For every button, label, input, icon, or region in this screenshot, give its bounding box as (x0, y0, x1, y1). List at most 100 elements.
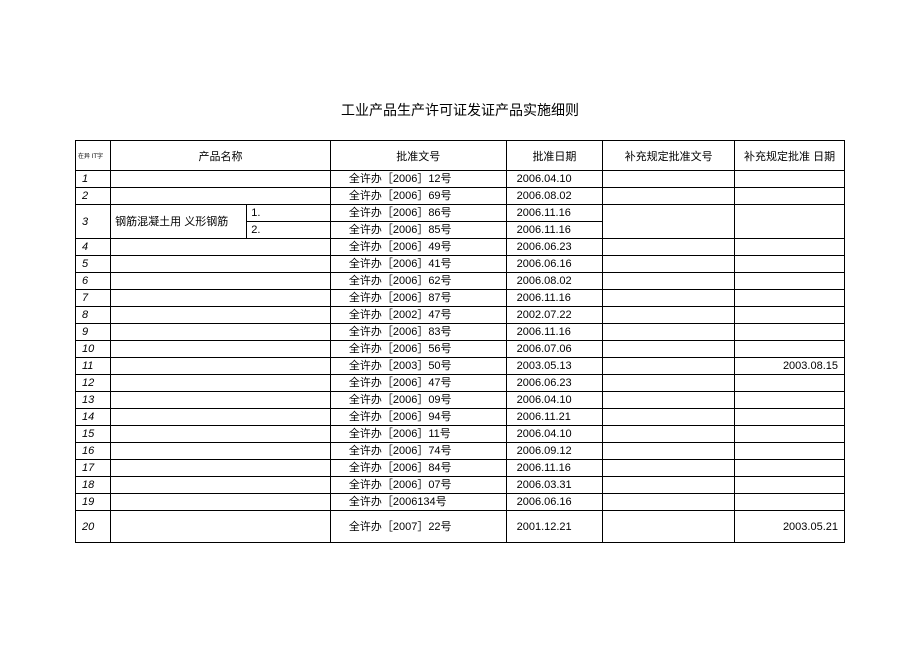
cell-suppdate (735, 324, 845, 341)
table-row: 6 全许办［2006］62号2006.08.02 (76, 273, 845, 290)
cell-date: 2006.04.10 (506, 171, 603, 188)
table-row: 11 全许办［2003］50号2003.05.13 2003.08.15 (76, 358, 845, 375)
cell-doc: 全许办［2006］47号 (330, 375, 506, 392)
cell-supp (603, 205, 735, 239)
cell-doc: 全许办［2006］12号 (330, 171, 506, 188)
cell-seq: 15 (76, 426, 111, 443)
table-row: 12 全许办［2006］47号2006.06.23 (76, 375, 845, 392)
cell-date: 2006.11.21 (506, 409, 603, 426)
cell-name (111, 188, 331, 205)
cell-name (111, 324, 331, 341)
cell-supp (603, 307, 735, 324)
cell-seq: 7 (76, 290, 111, 307)
table-row: 19全许办［2006134号2006.06.16 (76, 494, 845, 511)
cell-supp (603, 358, 735, 375)
header-date: 批准日期 (506, 141, 603, 171)
cell-seq: 12 (76, 375, 111, 392)
cell-supp (603, 239, 735, 256)
cell-date: 2003.05.13 (506, 358, 603, 375)
cell-doc: 全许办［2006］94号 (330, 409, 506, 426)
cell-date: 2006.11.16 (506, 205, 603, 222)
cell-suppdate (735, 290, 845, 307)
cell-seq: 11 (76, 358, 111, 375)
cell-supp (603, 426, 735, 443)
cell-suppdate (735, 375, 845, 392)
table-row: 8全许办［2002］47号2002.07.22 (76, 307, 845, 324)
cell-suppdate (735, 307, 845, 324)
cell-doc: 全许办［2006］56号 (330, 341, 506, 358)
cell-supp (603, 375, 735, 392)
cell-doc: 全许办［2006］49号 (330, 239, 506, 256)
cell-seq: 6 (76, 273, 111, 290)
header-suppdate: 补充规定批准 日期 (735, 141, 845, 171)
cell-name-r2: 2. (247, 222, 330, 239)
table-row: 3钢筋混凝土用 义形钢筋1.2.全许办［2006］86号2006.11.16 (76, 205, 845, 222)
cell-supp (603, 273, 735, 290)
cell-doc: 全许办［2006］41号 (330, 256, 506, 273)
cell-supp (603, 392, 735, 409)
cell-date: 2006.11.16 (506, 324, 603, 341)
cell-date: 2006.09.12 (506, 443, 603, 460)
cell-name-left: 钢筋混凝土用 义形钢筋 (111, 205, 247, 238)
cell-suppdate: 2003.05.21 (735, 511, 845, 543)
cell-supp (603, 341, 735, 358)
cell-name (111, 307, 331, 324)
cell-name (111, 171, 331, 188)
table-row: 15全许办［2006］11号2006.04.10 (76, 426, 845, 443)
cell-name (111, 426, 331, 443)
cell-seq: 4 (76, 239, 111, 256)
cell-suppdate: 2003.08.15 (735, 358, 845, 375)
cell-date: 2006.11.16 (506, 222, 603, 239)
table-row: 20全许办［2007］22号2001.12.212003.05.21 (76, 511, 845, 543)
cell-seq: 20 (76, 511, 111, 543)
cell-seq: 14 (76, 409, 111, 426)
cell-doc: 全许办［2006134号 (330, 494, 506, 511)
cell-supp (603, 290, 735, 307)
table-row: 14 全许办［2006］94号2006.11.21 (76, 409, 845, 426)
cell-date: 2006.08.02 (506, 273, 603, 290)
cell-seq: 3 (76, 205, 111, 239)
cell-seq: 13 (76, 392, 111, 409)
cell-name (111, 477, 331, 494)
cell-supp (603, 477, 735, 494)
cell-doc: 全许办［2006］09号 (330, 392, 506, 409)
cell-date: 2006.07.06 (506, 341, 603, 358)
cell-supp (603, 409, 735, 426)
cell-doc: 全许办［2007］22号 (330, 511, 506, 543)
table-row: 1 全许办［2006］12号2006.04.10 (76, 171, 845, 188)
cell-doc: 全许办［2003］50号 (330, 358, 506, 375)
cell-name (111, 358, 331, 375)
cell-name (111, 273, 331, 290)
cell-date: 2006.03.31 (506, 477, 603, 494)
cell-date: 2006.11.16 (506, 290, 603, 307)
cell-doc: 全许办［2006］62号 (330, 273, 506, 290)
cell-doc: 全许办［2006］85号 (330, 222, 506, 239)
cell-suppdate (735, 256, 845, 273)
cell-name (111, 290, 331, 307)
header-seq: 在异 IT字 (76, 141, 111, 171)
cell-seq: 1 (76, 171, 111, 188)
header-supp: 补充规定批准文号 (603, 141, 735, 171)
cell-seq: 10 (76, 341, 111, 358)
cell-seq: 16 (76, 443, 111, 460)
table-row: 9全许办［2006］83号2006.11.16 (76, 324, 845, 341)
cell-seq: 19 (76, 494, 111, 511)
cell-supp (603, 188, 735, 205)
cell-name-r1: 1. (247, 205, 330, 222)
table-row: 7全许办［2006］87号2006.11.16 (76, 290, 845, 307)
cell-date: 2006.06.23 (506, 375, 603, 392)
cell-name (111, 392, 331, 409)
cell-date: 2002.07.22 (506, 307, 603, 324)
cell-suppdate (735, 392, 845, 409)
cell-doc: 全许办［2006］69号 (330, 188, 506, 205)
cell-name (111, 494, 331, 511)
cell-name (111, 409, 331, 426)
cell-date: 2006.06.23 (506, 239, 603, 256)
data-table: 在异 IT字 产品名称 批准文号 批准日期 补充规定批准文号 补充规定批准 日期… (75, 140, 845, 543)
cell-name (111, 375, 331, 392)
cell-seq: 8 (76, 307, 111, 324)
table-row: 2全许办［2006］69号2006.08.02 (76, 188, 845, 205)
cell-doc: 全许办［2006］83号 (330, 324, 506, 341)
cell-name (111, 256, 331, 273)
cell-supp (603, 460, 735, 477)
